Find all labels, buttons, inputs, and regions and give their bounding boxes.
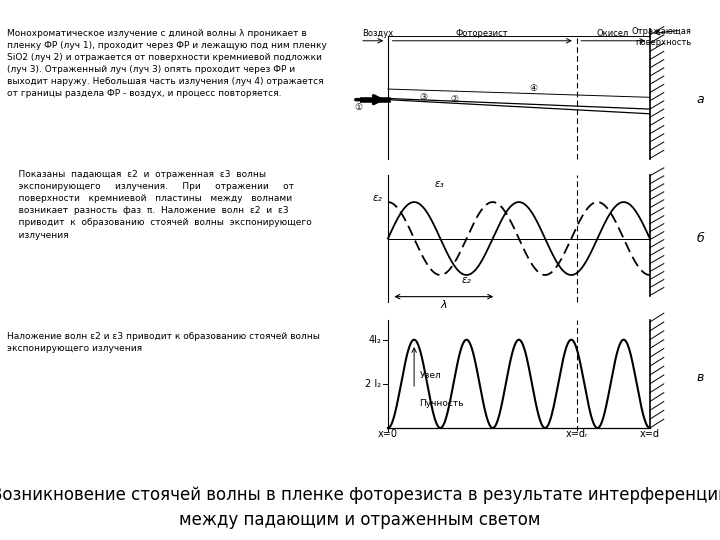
Text: Воздух: Воздух [361,29,393,38]
Text: б: б [696,232,704,245]
Text: а: а [696,93,704,106]
Text: Монохроматическое излучение с длиной волны λ проникает в
пленку ФР (луч 1), прох: Монохроматическое излучение с длиной вол… [7,29,327,98]
Text: Наложение волн ε2 и ε3 приводит к образованию стоячей волны
экспонирующего излуч: Наложение волн ε2 и ε3 приводит к образо… [7,332,320,354]
Text: ε₃: ε₃ [435,179,445,189]
Text: Пучность: Пучность [419,399,464,408]
Text: ②: ② [451,96,459,104]
Text: 2 I₂: 2 I₂ [365,379,381,389]
Text: x=d: x=d [640,429,660,439]
Text: ③: ③ [419,93,428,102]
Text: в: в [696,371,704,384]
Text: λ: λ [441,300,447,310]
Text: ε₂: ε₂ [373,192,383,202]
Text: Окисел: Окисел [597,29,629,38]
Text: x=0: x=0 [378,429,398,439]
Text: 4I₂: 4I₂ [368,335,381,345]
Text: Показаны  падающая  ε2  и  отраженная  ε3  волны
    экспонирующего     излучени: Показаны падающая ε2 и отраженная ε3 вол… [7,170,312,240]
Text: Узел: Узел [419,371,441,380]
Text: ε₂: ε₂ [462,274,471,285]
Text: Отражающая
поверхность: Отражающая поверхность [632,26,692,47]
Text: Фоторезист: Фоторезист [456,29,508,38]
Text: ①: ① [355,103,363,112]
Text: x=dᵣ: x=dᵣ [565,429,588,439]
Text: ④: ④ [529,84,538,93]
Text: Возникновение стоячей волны в пленке фоторезиста в результате интерференции
межд: Возникновение стоячей волны в пленке фот… [0,486,720,529]
